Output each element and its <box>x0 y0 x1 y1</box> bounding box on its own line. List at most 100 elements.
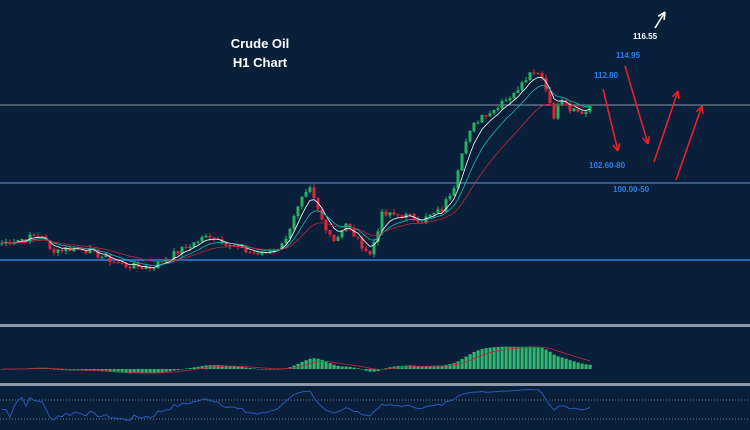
macd-bar <box>88 369 92 371</box>
macd-bar <box>176 369 180 370</box>
macd-bar <box>228 366 232 369</box>
macd-bar <box>484 348 488 369</box>
macd-bar <box>156 369 160 373</box>
candle-body <box>360 236 364 249</box>
macd-bar <box>504 346 508 369</box>
candle-body <box>196 241 200 243</box>
candle-body <box>72 248 76 252</box>
candle-body <box>208 235 212 238</box>
macd-bar <box>436 365 440 369</box>
projection-arrow-up <box>653 90 679 163</box>
candle-body <box>352 228 356 237</box>
candle-body <box>408 213 412 215</box>
candle-body <box>568 103 572 112</box>
macd-bar <box>412 365 416 369</box>
candle-body <box>576 108 580 112</box>
candle-body <box>488 113 492 117</box>
macd-bar <box>200 366 204 369</box>
macd-bar <box>544 349 548 369</box>
candle-body <box>200 237 204 242</box>
candle-body <box>32 234 36 236</box>
macd-bar <box>452 363 456 369</box>
candle-body <box>48 240 52 249</box>
macd-bar <box>232 366 236 369</box>
macd-bar <box>352 367 356 369</box>
projection-arrow-up-head <box>701 105 704 115</box>
macd-bar <box>136 369 140 374</box>
candle-body <box>288 228 292 239</box>
candle-body <box>128 266 132 269</box>
macd-bar <box>392 366 396 369</box>
macd-bar <box>480 348 484 369</box>
macd-bar <box>124 369 128 373</box>
macd-bar <box>460 358 464 369</box>
macd-bar <box>492 347 496 369</box>
macd-bar <box>524 346 528 369</box>
macd-bar <box>260 369 264 370</box>
macd-bar <box>360 369 364 370</box>
macd-bar <box>580 363 584 369</box>
candle-body <box>480 115 484 123</box>
candle-body <box>104 254 108 257</box>
candle-body <box>24 238 28 242</box>
macd-bar <box>408 365 412 369</box>
macd-bar <box>508 346 512 369</box>
macd-bar <box>420 366 424 369</box>
macd-bar <box>472 351 476 369</box>
candle-body <box>152 268 156 270</box>
candle-body <box>120 262 124 264</box>
candle-body <box>400 215 404 218</box>
candle-body <box>184 246 188 248</box>
candle-body <box>460 153 464 171</box>
macd-bar <box>220 365 224 369</box>
macd-bar <box>100 369 104 372</box>
candle-body <box>28 234 32 242</box>
projection-arrow-down-head <box>647 135 651 145</box>
macd-bar <box>348 366 352 369</box>
candle-body <box>308 187 312 192</box>
candle-body <box>168 259 172 261</box>
macd-bar <box>368 369 372 372</box>
macd-bar <box>416 365 420 369</box>
moving-average-line <box>1 77 591 269</box>
macd-bar <box>320 359 324 369</box>
macd-bar <box>336 365 340 369</box>
macd-bar <box>532 346 536 369</box>
macd-bar <box>456 361 460 369</box>
macd-bar <box>520 346 524 369</box>
projection-arrow-down-head <box>617 143 621 152</box>
macd-bar <box>184 368 188 369</box>
macd-bar <box>344 366 348 369</box>
candle-body <box>144 267 148 270</box>
candle-body <box>296 206 300 217</box>
candle-body <box>176 251 180 254</box>
candle-body <box>280 243 284 249</box>
candle-body <box>588 106 592 112</box>
pane-separator <box>0 383 750 386</box>
candle-body <box>116 262 120 264</box>
candle-body <box>236 244 240 248</box>
support-label-100-00: 100.00-50 <box>613 185 650 194</box>
candle-body <box>300 196 304 207</box>
macd-bar <box>548 351 552 369</box>
macd-bar <box>340 366 344 369</box>
macd-bar <box>572 361 576 369</box>
macd-bar <box>316 358 320 369</box>
projection-arrow-down <box>602 88 619 152</box>
candle-body <box>504 100 508 102</box>
macd-bar <box>112 369 116 373</box>
target-label-112-80: 112.80 <box>594 71 619 80</box>
candle-body <box>248 252 252 254</box>
candle-body <box>456 170 460 189</box>
macd-bar <box>204 365 208 369</box>
macd-bar <box>488 347 492 369</box>
macd-bar <box>376 369 380 372</box>
projection-arrow-down-head <box>642 137 649 145</box>
candle-body <box>492 110 496 114</box>
macd-bar <box>372 369 376 372</box>
candle-body <box>232 244 236 246</box>
candle-body <box>472 122 476 131</box>
candle-body <box>60 249 64 252</box>
candle-body <box>252 252 256 254</box>
macd-bar <box>384 368 388 369</box>
